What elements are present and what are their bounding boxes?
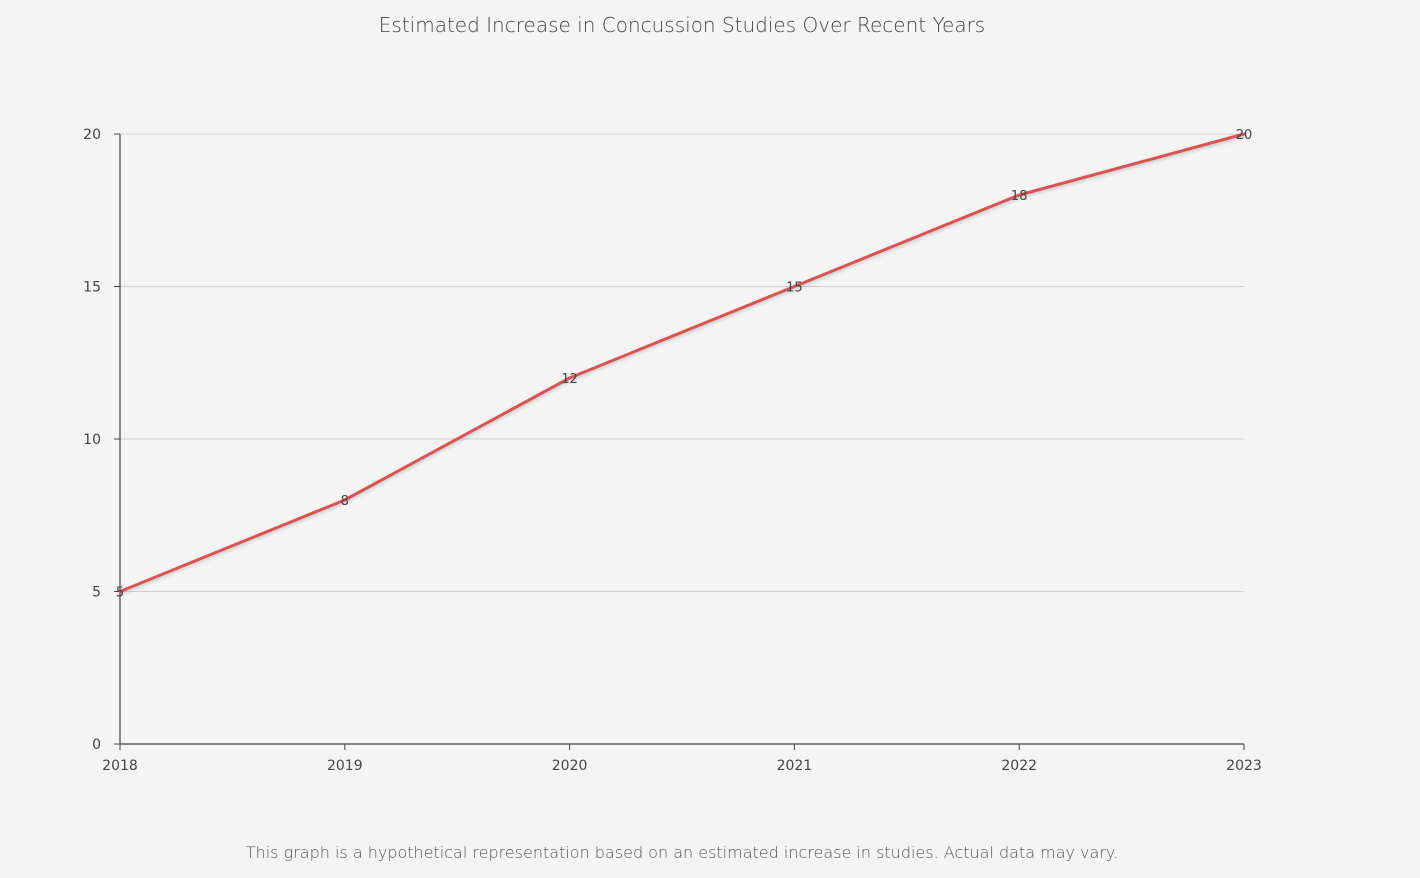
data-label: 5 <box>116 586 124 601</box>
series-line-0 <box>118 132 1246 593</box>
data-label: 12 <box>561 372 578 387</box>
gridlines <box>120 133 1244 592</box>
x-tick-label: 2022 <box>1001 758 1037 774</box>
y-tick-label: 0 <box>92 737 101 753</box>
data-label: 8 <box>341 494 349 509</box>
y-tick-label: 15 <box>83 280 101 296</box>
chart-caption: This graph is a hypothetical representat… <box>245 843 1119 862</box>
data-label: 20 <box>1236 128 1253 143</box>
y-tick-label: 10 <box>83 432 101 448</box>
series <box>118 132 1246 593</box>
data-labels: 5 8 12 15 18 20 <box>116 128 1252 601</box>
chart-title: Estimated Increase in Concussion Studies… <box>378 13 986 37</box>
x-tick-label: 2021 <box>777 758 813 774</box>
x-tick-label: 2023 <box>1226 758 1262 774</box>
data-label: 15 <box>786 281 803 296</box>
y-tick-label: 5 <box>92 585 101 601</box>
x-tick-label: 2019 <box>327 758 363 774</box>
data-label: 18 <box>1011 189 1028 204</box>
x-tick-label: 2018 <box>102 758 138 774</box>
x-tick-label: 2020 <box>552 758 588 774</box>
y-tick-label: 20 <box>83 127 101 143</box>
